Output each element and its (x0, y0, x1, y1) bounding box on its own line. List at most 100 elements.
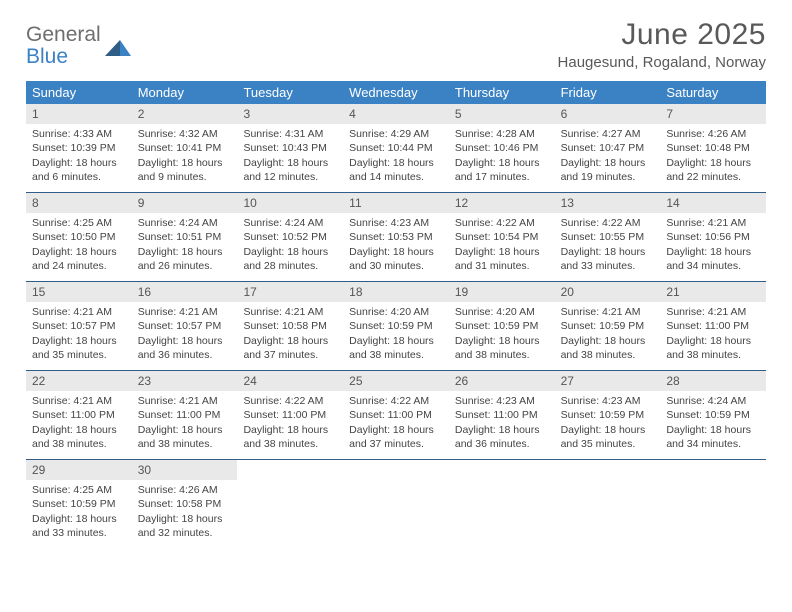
cell-body: Sunrise: 4:31 AMSunset: 10:43 PMDaylight… (237, 124, 343, 190)
daylight-line: Daylight: 18 hours and 38 minutes. (243, 423, 337, 451)
cell-body: Sunrise: 4:21 AMSunset: 10:57 PMDaylight… (132, 302, 238, 368)
day-number: 12 (449, 193, 555, 213)
cell-body: Sunrise: 4:21 AMSunset: 11:00 PMDaylight… (132, 391, 238, 457)
sunset-line: Sunset: 10:56 PM (666, 230, 760, 244)
calendar-cell: 18Sunrise: 4:20 AMSunset: 10:59 PMDaylig… (343, 282, 449, 370)
cell-body: Sunrise: 4:25 AMSunset: 10:50 PMDaylight… (26, 213, 132, 279)
sunrise-line: Sunrise: 4:23 AM (349, 216, 443, 230)
calendar-week: 22Sunrise: 4:21 AMSunset: 11:00 PMDaylig… (26, 371, 766, 460)
daylight-line: Daylight: 18 hours and 6 minutes. (32, 156, 126, 184)
calendar-cell: 2Sunrise: 4:32 AMSunset: 10:41 PMDayligh… (132, 104, 238, 192)
calendar-cell (660, 460, 766, 548)
daylight-line: Daylight: 18 hours and 22 minutes. (666, 156, 760, 184)
cell-body: Sunrise: 4:24 AMSunset: 10:51 PMDaylight… (132, 213, 238, 279)
sunrise-line: Sunrise: 4:22 AM (455, 216, 549, 230)
logo: General Blue (26, 18, 131, 68)
calendar-cell: 14Sunrise: 4:21 AMSunset: 10:56 PMDaylig… (660, 193, 766, 281)
daylight-line: Daylight: 18 hours and 38 minutes. (561, 334, 655, 362)
title-block: June 2025 Haugesund, Rogaland, Norway (558, 18, 766, 71)
sunrise-line: Sunrise: 4:22 AM (243, 394, 337, 408)
day-label: Tuesday (237, 81, 343, 104)
sunset-line: Sunset: 10:58 PM (138, 497, 232, 511)
calendar-cell: 17Sunrise: 4:21 AMSunset: 10:58 PMDaylig… (237, 282, 343, 370)
calendar-cell: 28Sunrise: 4:24 AMSunset: 10:59 PMDaylig… (660, 371, 766, 459)
sunset-line: Sunset: 10:47 PM (561, 141, 655, 155)
sunset-line: Sunset: 10:48 PM (666, 141, 760, 155)
weeks-container: 1Sunrise: 4:33 AMSunset: 10:39 PMDayligh… (26, 104, 766, 548)
day-number: 3 (237, 104, 343, 124)
daylight-line: Daylight: 18 hours and 31 minutes. (455, 245, 549, 273)
calendar-cell: 29Sunrise: 4:25 AMSunset: 10:59 PMDaylig… (26, 460, 132, 548)
sunrise-line: Sunrise: 4:22 AM (349, 394, 443, 408)
calendar-cell (237, 460, 343, 548)
calendar-cell: 21Sunrise: 4:21 AMSunset: 11:00 PMDaylig… (660, 282, 766, 370)
calendar-cell: 1Sunrise: 4:33 AMSunset: 10:39 PMDayligh… (26, 104, 132, 192)
sunrise-line: Sunrise: 4:22 AM (561, 216, 655, 230)
day-number: 25 (343, 371, 449, 391)
daylight-line: Daylight: 18 hours and 19 minutes. (561, 156, 655, 184)
day-number: 19 (449, 282, 555, 302)
sunset-line: Sunset: 10:59 PM (455, 319, 549, 333)
day-number: 29 (26, 460, 132, 480)
logo-text: General Blue (26, 24, 101, 68)
day-label: Monday (132, 81, 238, 104)
calendar-week: 1Sunrise: 4:33 AMSunset: 10:39 PMDayligh… (26, 104, 766, 193)
day-label: Saturday (660, 81, 766, 104)
cell-body: Sunrise: 4:23 AMSunset: 10:59 PMDaylight… (555, 391, 661, 457)
cell-body: Sunrise: 4:29 AMSunset: 10:44 PMDaylight… (343, 124, 449, 190)
cell-body: Sunrise: 4:20 AMSunset: 10:59 PMDaylight… (449, 302, 555, 368)
sunset-line: Sunset: 10:55 PM (561, 230, 655, 244)
sunrise-line: Sunrise: 4:23 AM (455, 394, 549, 408)
daylight-line: Daylight: 18 hours and 28 minutes. (243, 245, 337, 273)
sunrise-line: Sunrise: 4:23 AM (561, 394, 655, 408)
sunrise-line: Sunrise: 4:25 AM (32, 216, 126, 230)
sunrise-line: Sunrise: 4:33 AM (32, 127, 126, 141)
day-number: 5 (449, 104, 555, 124)
sunset-line: Sunset: 11:00 PM (243, 408, 337, 422)
day-number: 14 (660, 193, 766, 213)
day-number: 26 (449, 371, 555, 391)
daylight-line: Daylight: 18 hours and 24 minutes. (32, 245, 126, 273)
sunrise-line: Sunrise: 4:21 AM (666, 305, 760, 319)
cell-body: Sunrise: 4:26 AMSunset: 10:48 PMDaylight… (660, 124, 766, 190)
sunrise-line: Sunrise: 4:21 AM (666, 216, 760, 230)
sunrise-line: Sunrise: 4:24 AM (138, 216, 232, 230)
day-number: 17 (237, 282, 343, 302)
calendar-cell: 5Sunrise: 4:28 AMSunset: 10:46 PMDayligh… (449, 104, 555, 192)
day-label: Wednesday (343, 81, 449, 104)
sunrise-line: Sunrise: 4:21 AM (32, 305, 126, 319)
sunrise-line: Sunrise: 4:26 AM (138, 483, 232, 497)
day-number: 10 (237, 193, 343, 213)
sunset-line: Sunset: 10:44 PM (349, 141, 443, 155)
calendar-cell: 13Sunrise: 4:22 AMSunset: 10:55 PMDaylig… (555, 193, 661, 281)
cell-body: Sunrise: 4:22 AMSunset: 11:00 PMDaylight… (343, 391, 449, 457)
cell-body: Sunrise: 4:21 AMSunset: 11:00 PMDaylight… (26, 391, 132, 457)
calendar-cell: 23Sunrise: 4:21 AMSunset: 11:00 PMDaylig… (132, 371, 238, 459)
day-number: 28 (660, 371, 766, 391)
daylight-line: Daylight: 18 hours and 38 minutes. (138, 423, 232, 451)
sunrise-line: Sunrise: 4:24 AM (666, 394, 760, 408)
day-label: Sunday (26, 81, 132, 104)
sunset-line: Sunset: 10:51 PM (138, 230, 232, 244)
day-number: 8 (26, 193, 132, 213)
sunset-line: Sunset: 10:43 PM (243, 141, 337, 155)
daylight-line: Daylight: 18 hours and 35 minutes. (561, 423, 655, 451)
daylight-line: Daylight: 18 hours and 38 minutes. (455, 334, 549, 362)
daylight-line: Daylight: 18 hours and 37 minutes. (349, 423, 443, 451)
cell-body: Sunrise: 4:21 AMSunset: 11:00 PMDaylight… (660, 302, 766, 368)
sunset-line: Sunset: 11:00 PM (666, 319, 760, 333)
day-number: 7 (660, 104, 766, 124)
logo-word2: Blue (26, 45, 68, 68)
sunset-line: Sunset: 10:50 PM (32, 230, 126, 244)
day-number: 27 (555, 371, 661, 391)
logo-triangle-icon (105, 38, 131, 56)
sunset-line: Sunset: 11:00 PM (455, 408, 549, 422)
calendar-header-row: Sunday Monday Tuesday Wednesday Thursday… (26, 81, 766, 104)
calendar-cell: 11Sunrise: 4:23 AMSunset: 10:53 PMDaylig… (343, 193, 449, 281)
day-number: 22 (26, 371, 132, 391)
sunrise-line: Sunrise: 4:28 AM (455, 127, 549, 141)
cell-body: Sunrise: 4:22 AMSunset: 10:55 PMDaylight… (555, 213, 661, 279)
sunrise-line: Sunrise: 4:21 AM (561, 305, 655, 319)
calendar-cell: 15Sunrise: 4:21 AMSunset: 10:57 PMDaylig… (26, 282, 132, 370)
cell-body: Sunrise: 4:26 AMSunset: 10:58 PMDaylight… (132, 480, 238, 546)
